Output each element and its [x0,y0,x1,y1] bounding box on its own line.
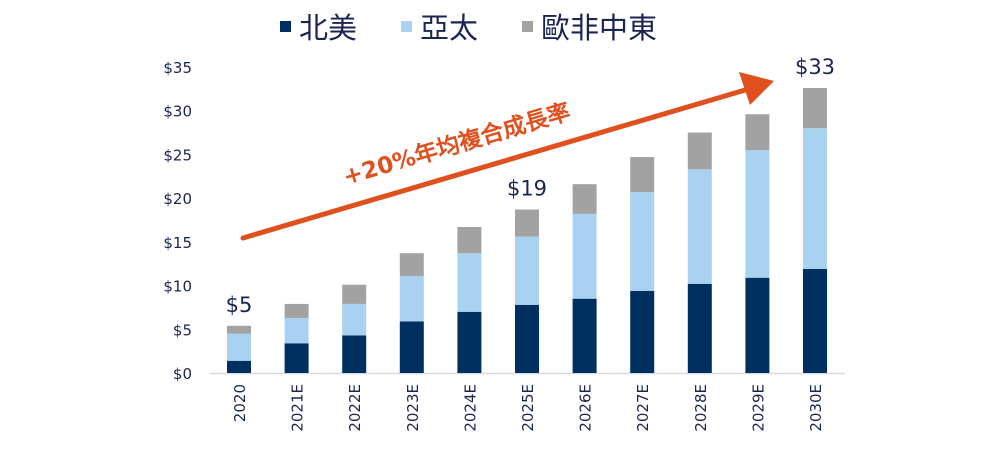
bar-segment-north-america [284,343,309,373]
y-tick-label: $15 [163,234,192,252]
bar-segment-north-america [227,360,251,373]
bar-segment-north-america [515,304,539,373]
bar-segment-emea [399,253,424,276]
x-tick-label: 2026E [577,384,595,432]
bar-segment-asia-pacific [227,333,251,361]
legend: 北美 亞太 歐非中東 [280,5,657,47]
bar-segment-asia-pacific [745,150,770,278]
bar-segment-emea [515,209,539,237]
y-tick-label: $25 [163,146,192,164]
legend-item-north-america: 北美 [280,5,357,47]
legend-label-north-america: 北美 [299,11,358,45]
y-tick-label: $30 [163,103,192,121]
x-tick-label: 2028E [692,384,710,432]
bar-segment-emea [572,184,597,214]
bar-segment-emea [342,284,367,304]
x-axis: 2020 2021E 2022E 2023E 2024E 2025E 2026E 2027E 2… [231,384,825,432]
bar-segment-asia-pacific [515,236,539,305]
legend-swatch-north-america [280,20,291,32]
bar-segment-emea [803,87,827,129]
bar-segment-emea [687,132,712,170]
bar-segment-emea [457,226,482,254]
x-tick-label: 2021E [289,384,307,432]
legend-label-asia-pacific: 亞太 [420,11,479,45]
x-tick-label: 2027E [634,384,652,432]
trend-arrow-head [739,72,774,105]
bar-segment-asia-pacific [630,192,655,291]
x-tick-label: 2029E [749,384,767,432]
x-tick-label: 2025E [519,384,537,432]
legend-label-emea: 歐非中東 [541,11,658,45]
bar-segment-asia-pacific [572,213,597,299]
x-tick-label: 2024E [461,384,479,432]
bar-segment-north-america [745,277,770,373]
bar-segment-emea [745,114,770,151]
total-label: $5 [226,293,253,317]
x-tick-label: 2020 [231,384,249,422]
bar-segment-north-america [399,321,424,373]
bar-segment-asia-pacific [687,169,712,284]
bar-segment-emea [630,157,655,193]
bar-segment-emea [227,325,251,334]
y-axis: $0 $5 $10 $15 $20 $25 $30 $35 [163,59,192,383]
x-tick-label: 2022E [346,384,364,432]
trend-arrow-line [240,85,755,241]
bar-segment-asia-pacific [399,275,424,322]
annotations: $5 $19 $33 [226,55,835,317]
y-tick-label: $10 [163,278,192,296]
bar-segment-asia-pacific [342,303,367,336]
y-tick-label: $0 [173,365,192,383]
x-tick-label: 2023E [404,384,422,432]
legend-swatch-asia-pacific [401,20,413,32]
bar-segment-emea [284,303,309,318]
bar-segment-asia-pacific [457,253,482,312]
legend-item-emea: 歐非中東 [522,5,657,47]
bar-segment-asia-pacific [284,317,309,344]
bar-segment-north-america [342,335,367,373]
bars [227,87,827,373]
bar-segment-north-america [630,290,655,373]
x-tick-label: 2030E [807,384,825,432]
legend-item-asia-pacific: 亞太 [401,5,478,47]
y-tick-label: $5 [173,321,192,339]
y-tick-label: $20 [163,190,192,208]
bar-segment-north-america [572,298,597,373]
total-label: $19 [507,177,547,201]
bar-segment-north-america [803,268,827,373]
total-label: $33 [795,55,835,79]
y-tick-label: $35 [163,59,192,77]
legend-swatch-emea [522,20,534,32]
bar-segment-asia-pacific [803,128,827,269]
bar-segment-north-america [687,283,712,373]
bar-segment-north-america [457,311,482,373]
